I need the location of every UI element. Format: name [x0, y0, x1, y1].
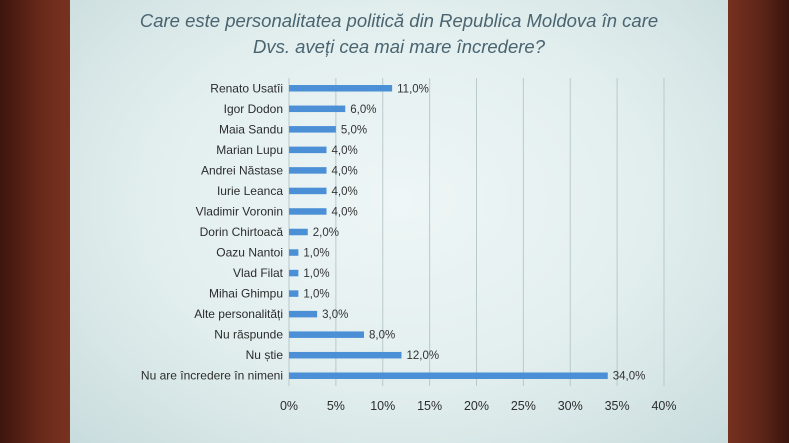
- x-tick-label: 20%: [464, 399, 489, 413]
- value-label: 5,0%: [341, 124, 367, 136]
- category-label: Marian Lupu: [216, 143, 283, 157]
- x-tick-label: 0%: [280, 399, 298, 413]
- x-tick-label: 30%: [558, 399, 583, 413]
- category-label: Renato Usatîi: [210, 81, 283, 95]
- value-label: 12,0%: [407, 350, 440, 362]
- value-label: 4,0%: [332, 165, 358, 177]
- category-label: Nu răspunde: [214, 328, 283, 342]
- value-label: 6,0%: [350, 104, 376, 116]
- value-label: 2,0%: [313, 227, 339, 239]
- value-label: 4,0%: [332, 145, 358, 157]
- value-label: 1,0%: [303, 289, 329, 301]
- category-label: Maia Sandu: [219, 122, 283, 136]
- category-label: Alte personalități: [194, 307, 283, 321]
- value-label: 34,0%: [613, 371, 646, 383]
- chart-title-line-1: Care este personalitatea politică din Re…: [139, 10, 659, 31]
- bar: [289, 351, 402, 359]
- chart-title: Care este personalitatea politică din Re…: [70, 8, 728, 60]
- value-label: 3,0%: [322, 309, 348, 321]
- value-label: 1,0%: [303, 268, 329, 280]
- category-label: Vlad Filat: [233, 266, 284, 280]
- value-label: 1,0%: [303, 248, 329, 260]
- bar: [289, 228, 308, 236]
- bar: [289, 269, 299, 277]
- bar: [289, 105, 346, 113]
- value-label: 4,0%: [332, 186, 358, 198]
- value-label: 8,0%: [369, 330, 395, 342]
- x-tick-label: 25%: [511, 399, 536, 413]
- bar: [289, 372, 608, 379]
- bar: [289, 249, 299, 256]
- category-label: Dorin Chirtoacă: [200, 225, 284, 239]
- bar: [289, 126, 336, 133]
- bar: [289, 208, 327, 215]
- bar: [289, 187, 327, 195]
- x-tick-label: 35%: [605, 399, 630, 413]
- bar: [289, 331, 364, 338]
- category-label: Andrei Năstase: [201, 163, 283, 177]
- category-label: Vladimir Voronin: [196, 204, 283, 218]
- bar: [289, 146, 327, 154]
- value-label: 11,0%: [397, 83, 429, 95]
- category-label: Nu știe: [246, 348, 284, 362]
- bar: [289, 85, 393, 92]
- x-tick-label: 10%: [370, 399, 395, 413]
- projection-screen: Care este personalitatea politică din Re…: [70, 0, 728, 443]
- x-tick-label: 5%: [327, 399, 345, 413]
- category-label: Iurie Leanca: [217, 184, 283, 198]
- category-label: Mihai Ghimpu: [209, 287, 283, 301]
- bar: [289, 167, 327, 174]
- bar: [289, 290, 299, 297]
- bar-chart: 0% 5% 10% 15% 20% 25% 30% 35% 40% Renato Usatîi 11…: [141, 78, 677, 413]
- chart-title-line-2: Dvs. aveți cea mai mare încredere?: [252, 36, 545, 57]
- category-label: Igor Dodon: [224, 102, 283, 116]
- category-label: Oazu Nantoi: [216, 246, 283, 260]
- x-tick-label: 15%: [417, 399, 442, 413]
- left-wall: [0, 0, 72, 443]
- bar: [289, 310, 318, 318]
- x-tick-label: 40%: [651, 399, 676, 413]
- value-label: 4,0%: [332, 206, 358, 218]
- right-wall: [725, 0, 789, 443]
- category-label: Nu are încredere în nimeni: [141, 369, 283, 383]
